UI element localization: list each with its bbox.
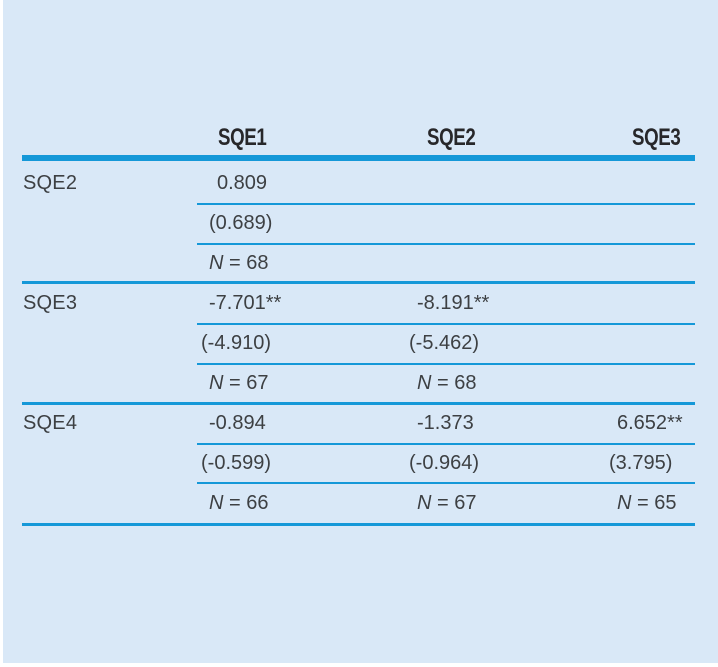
coef-value: -0.894 (209, 412, 266, 434)
coef-value: 0.809 (217, 172, 268, 194)
n-value: N = 67 (201, 371, 269, 395)
n-value: N = 65 (609, 491, 677, 515)
row-group-label-sqe2: SQE2 (23, 172, 78, 194)
stat-value: (-5.462) (409, 332, 480, 354)
row-rule (197, 203, 695, 205)
group-rule (22, 281, 695, 284)
n-value: N = 67 (409, 491, 477, 515)
coef-value: -1.373 (417, 412, 474, 434)
n-symbol: N (417, 492, 432, 514)
n-count: = 67 (223, 372, 269, 394)
row-rule (197, 482, 695, 484)
n-value: N = 68 (409, 371, 477, 395)
coef-value: -8.191** (417, 292, 490, 314)
column-header-sqe3: SQE3 (632, 124, 681, 151)
n-count: = 68 (431, 372, 477, 394)
stat-value: (0.689) (209, 212, 273, 234)
stat-value: (-0.599) (201, 452, 272, 474)
n-count: = 65 (631, 492, 677, 514)
n-symbol: N (209, 492, 224, 514)
column-header-sqe2: SQE2 (427, 124, 476, 151)
coef-value: 6.652** (617, 412, 683, 434)
stat-value: (-4.910) (201, 332, 272, 354)
n-count: = 66 (223, 492, 269, 514)
n-symbol: N (209, 372, 224, 394)
row-rule (197, 323, 695, 325)
n-count: = 68 (223, 252, 269, 274)
row-rule (197, 443, 695, 445)
group-rule (22, 402, 695, 405)
coef-value: -7.701** (209, 292, 282, 314)
n-value: N = 68 (201, 251, 269, 275)
row-rule (197, 243, 695, 245)
stat-value: (-0.964) (409, 452, 480, 474)
table-panel (3, 0, 718, 663)
group-rule (22, 523, 695, 526)
header-rule (22, 155, 695, 161)
n-symbol: N (417, 372, 432, 394)
row-rule (197, 363, 695, 365)
stat-value: (3.795) (609, 452, 673, 474)
n-symbol: N (209, 252, 224, 274)
row-group-label-sqe3: SQE3 (23, 292, 78, 314)
row-group-label-sqe4: SQE4 (23, 412, 78, 434)
column-header-sqe1: SQE1 (218, 124, 267, 151)
n-symbol: N (617, 492, 632, 514)
n-count: = 67 (431, 492, 477, 514)
n-value: N = 66 (201, 491, 269, 515)
